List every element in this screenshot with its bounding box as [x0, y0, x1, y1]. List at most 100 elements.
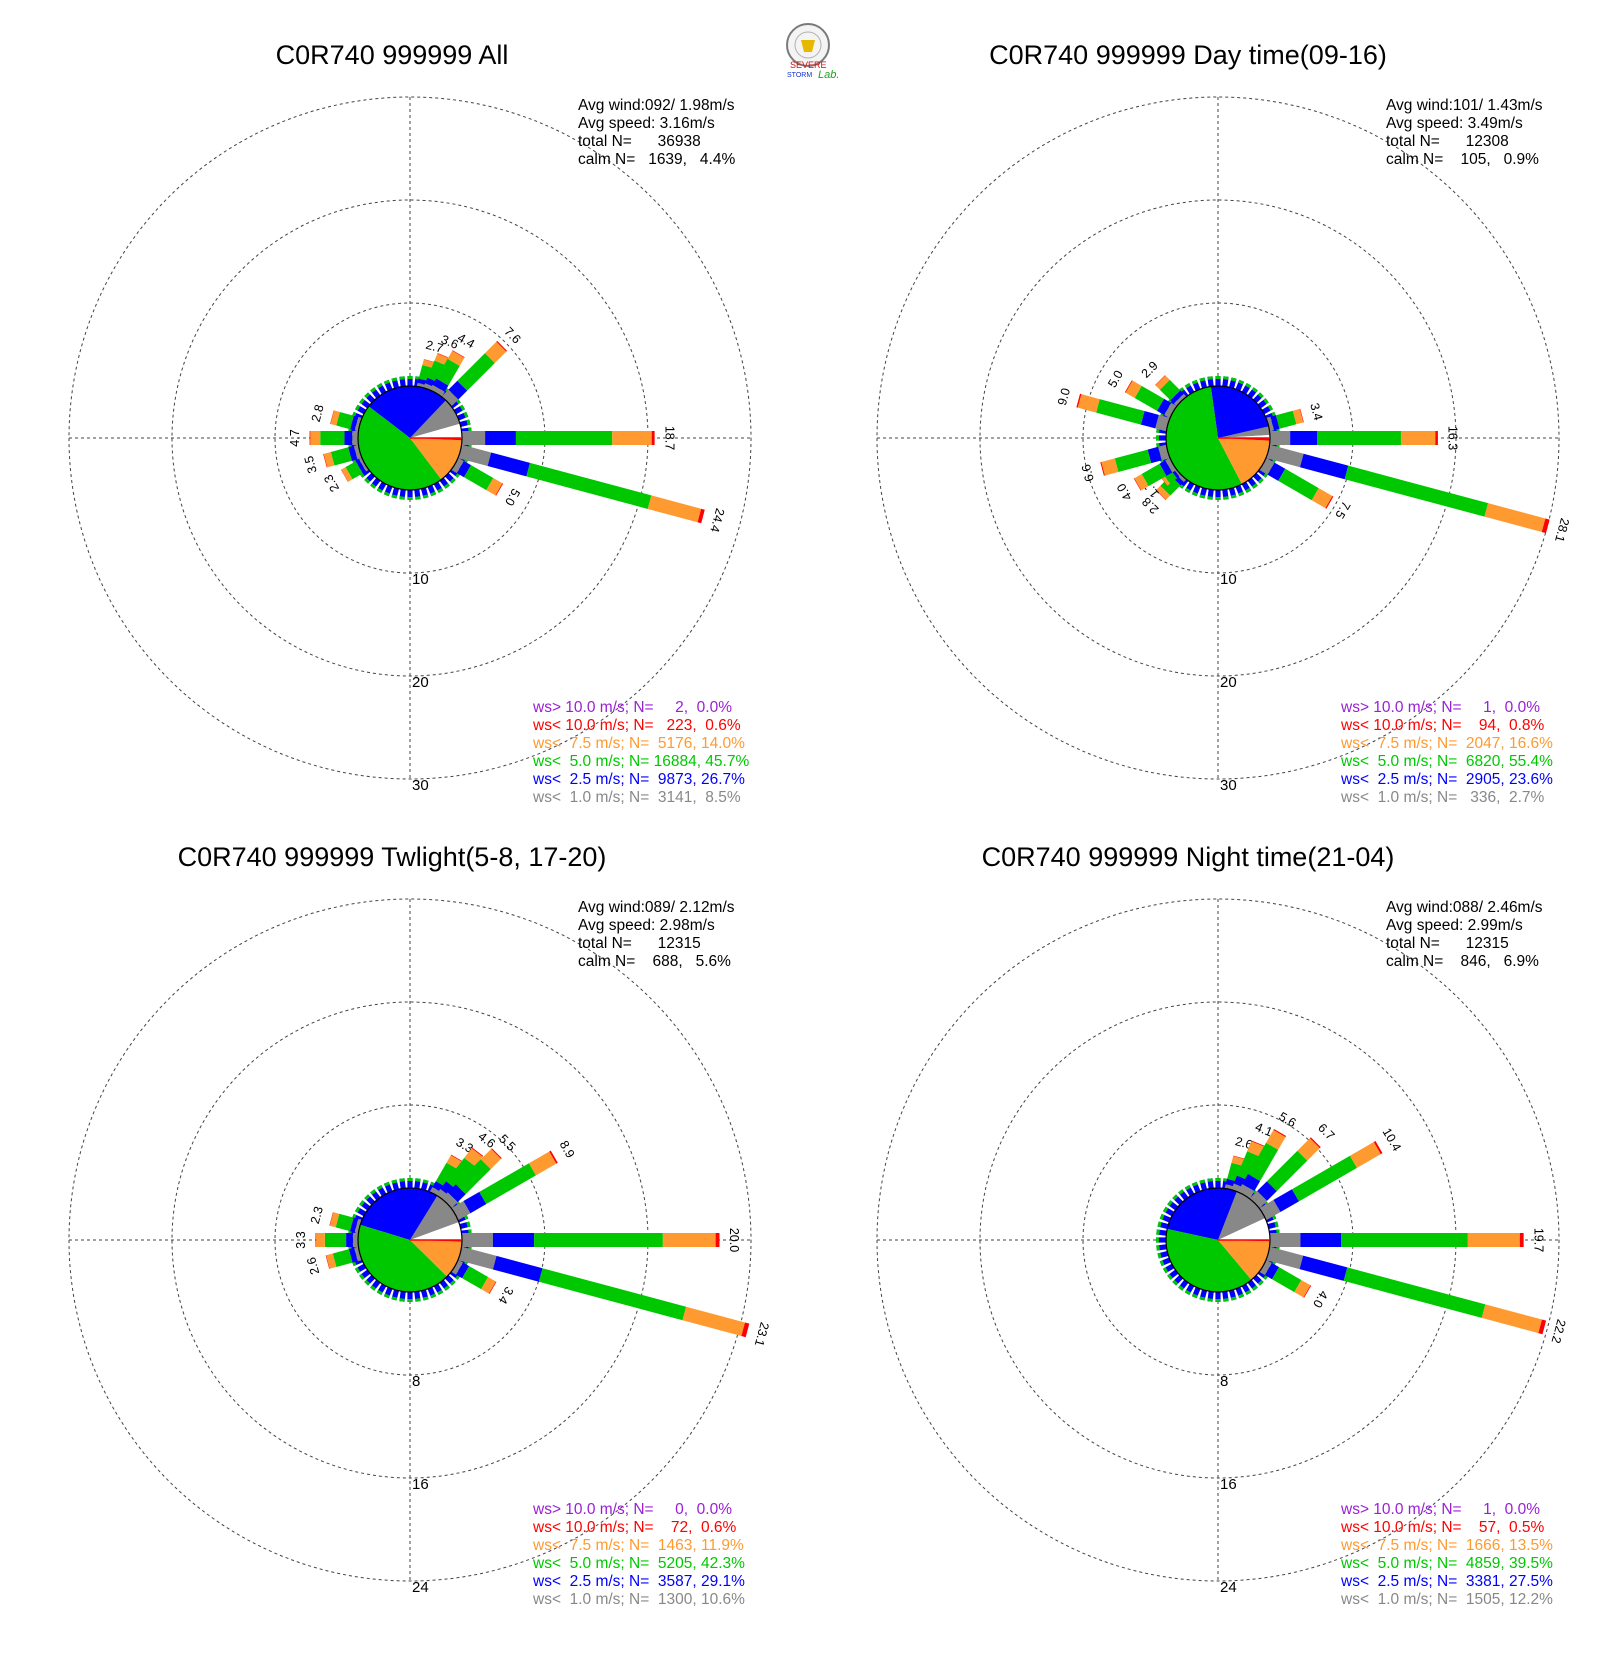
- wind-bar-segment: [324, 1233, 347, 1247]
- wind-bar-segment: [1278, 468, 1319, 501]
- wind-bar-segment: [1165, 457, 1177, 473]
- direction-stub-tip: [1157, 1221, 1162, 1228]
- legend-entry: ws< 2.5 m/s; N= 3381, 27.5%: [1340, 1573, 1553, 1590]
- wind-bar-segment: [479, 1163, 536, 1205]
- wind-bar-segment: [526, 462, 652, 509]
- pie-slice: [1218, 1191, 1266, 1240]
- wind-bar-segment: [1266, 1246, 1304, 1270]
- direction-stub-tip: [370, 1285, 377, 1291]
- stat-total: total N= 36938: [578, 133, 701, 150]
- pie-slice-calm: [410, 423, 462, 438]
- legend-entry: ws< 7.5 m/s; N= 1666, 13.5%: [1340, 1537, 1553, 1554]
- direction-stub-tip: [415, 1178, 421, 1182]
- direction-stub-tip: [1215, 376, 1221, 379]
- wind-bar-segment: [534, 1233, 663, 1247]
- wind-bar-segment: [1309, 1137, 1321, 1149]
- direction-stub-tip: [399, 1178, 405, 1182]
- legend-entry: ws< 10.0 m/s; N= 57, 0.5%: [1340, 1519, 1545, 1536]
- legend-entry: ws< 10.0 m/s; N= 223, 0.6%: [532, 717, 741, 734]
- wind-bar-label: 2.3: [321, 472, 342, 494]
- wind-bar-segment: [1297, 1138, 1320, 1161]
- wind-bar-segment: [1101, 458, 1119, 476]
- direction-stub-tip: [1215, 497, 1221, 500]
- direction-stub-tip: [1172, 1194, 1179, 1201]
- wind-bar-label: 4.0: [1114, 481, 1135, 503]
- wind-bar-segment: [1096, 399, 1145, 425]
- direction-stub-tip: [370, 387, 377, 393]
- wind-bar-segment: [316, 1233, 325, 1247]
- wind-bar-segment: [435, 1162, 459, 1189]
- wind-bar-segment: [1311, 488, 1333, 509]
- direction-stub-tip: [1172, 1279, 1179, 1286]
- pie-slice: [1167, 1187, 1237, 1240]
- wind-bar-label: 2.3: [308, 1205, 326, 1225]
- wind-bar-segment: [310, 431, 321, 445]
- wind-bar-segment: [1266, 444, 1304, 468]
- wind-bar-segment: [682, 1306, 746, 1337]
- wind-bar-segment: [741, 1322, 750, 1338]
- wind-bar-label: 18.7: [662, 426, 676, 450]
- wind-bar-segment: [1251, 1140, 1265, 1147]
- wind-bar-segment: [332, 1249, 353, 1267]
- stat-avg-wind: Avg wind:092/ 1.98m/s: [578, 97, 735, 114]
- direction-stub-tip: [1156, 1229, 1160, 1235]
- direction-stub-tip: [463, 411, 469, 418]
- wind-bar-segment: [1173, 393, 1187, 407]
- wind-bar-segment: [348, 445, 358, 461]
- wind-bar-segment: [456, 1262, 470, 1279]
- pie-slice-calm: [410, 1222, 462, 1240]
- direction-stub-tip: [1257, 477, 1264, 484]
- wind-bar-segment: [491, 1148, 502, 1159]
- wind-bar-segment: [1134, 385, 1164, 411]
- direction-stub-tip: [422, 494, 429, 499]
- direction-stub-tip: [1223, 1298, 1229, 1302]
- wind-bar-label: 5.6: [1276, 1109, 1298, 1130]
- direction-stub-tip: [437, 1289, 444, 1295]
- direction-stub-tip: [1184, 383, 1191, 389]
- ring-label: 8: [1220, 1373, 1228, 1390]
- wind-bar-segment: [1270, 1233, 1301, 1247]
- legend-entry: ws< 2.5 m/s; N= 2905, 23.6%: [1340, 771, 1553, 788]
- direction-stub-tip: [1191, 379, 1198, 385]
- wind-bar-segment: [349, 1217, 359, 1233]
- wind-bar-label: 5.5: [496, 1132, 518, 1154]
- wind-bar-label: 3.5: [302, 454, 320, 474]
- direction-stub-tip: [443, 1285, 450, 1291]
- wind-bar-segment: [647, 495, 702, 523]
- wind-bar-segment: [538, 1268, 687, 1321]
- wind-bar-label: 20.0: [727, 1228, 741, 1252]
- wind-bar-segment: [1303, 1285, 1312, 1298]
- wind-bar-label: 2.8: [309, 403, 327, 423]
- direction-stub-tip: [1191, 1293, 1198, 1299]
- wind-bar-segment: [1317, 431, 1401, 445]
- wind-bar-segment: [456, 461, 472, 478]
- legend-entry: ws< 5.0 m/s; N= 16884, 45.7%: [532, 753, 749, 770]
- wind-bar-label: 3.4: [495, 1284, 516, 1306]
- wind-bar-segment: [1292, 1155, 1357, 1202]
- direction-stub-tip: [399, 376, 405, 380]
- stat-calm: calm N= 846, 6.9%: [1386, 953, 1539, 970]
- wind-bar-segment: [451, 457, 464, 474]
- legend-entry: ws< 1.0 m/s; N= 336, 2.7%: [1340, 789, 1545, 806]
- wind-bar-segment: [1292, 408, 1304, 425]
- wind-bar-label: 7.6: [501, 324, 523, 346]
- wind-bar-segment: [432, 378, 449, 392]
- direction-stub-tip: [1163, 1267, 1169, 1274]
- direction-stub-tip: [1245, 487, 1252, 493]
- wind-bar-segment: [1325, 495, 1334, 509]
- wind-bar-segment: [336, 411, 354, 430]
- stat-calm: calm N= 1639, 4.4%: [578, 151, 735, 168]
- wind-bar-segment: [348, 1247, 358, 1263]
- stat-total: total N= 12315: [1386, 935, 1509, 952]
- wind-bar-segment: [441, 1192, 458, 1209]
- wind-bar-segment: [309, 431, 311, 445]
- wind-bar-segment: [1400, 431, 1436, 445]
- legend-entry: ws< 5.0 m/s; N= 5205, 42.3%: [532, 1555, 745, 1572]
- wind-bar-segment: [1299, 453, 1349, 480]
- wind-bar-segment: [1160, 475, 1181, 496]
- direction-stub-tip: [466, 419, 471, 426]
- chart-title: C0R740 999999 All: [276, 40, 509, 70]
- wind-bar-segment: [446, 1157, 476, 1190]
- direction-stub-tip: [1178, 1189, 1185, 1195]
